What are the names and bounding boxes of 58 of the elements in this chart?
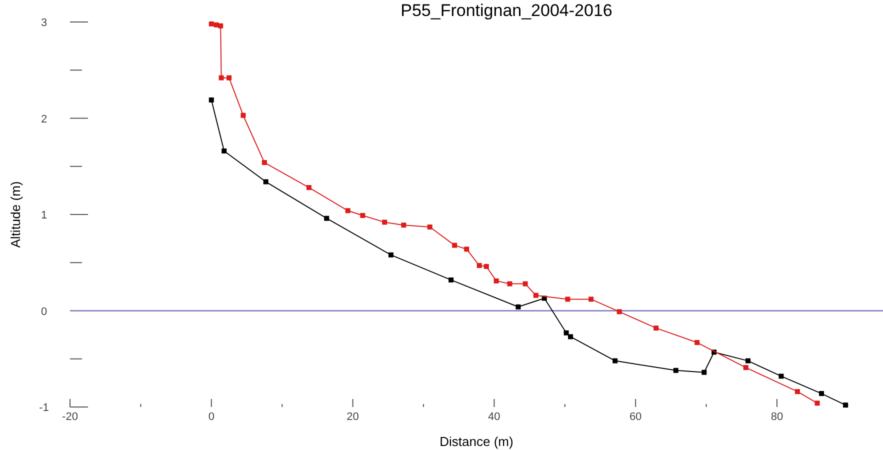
point <box>324 216 330 221</box>
point <box>484 264 489 269</box>
point <box>222 148 227 154</box>
point <box>743 365 748 370</box>
point <box>616 309 622 314</box>
point <box>843 402 848 408</box>
x-tick-label: 0 <box>208 411 214 423</box>
x-tick-label: 20 <box>346 411 359 423</box>
point <box>612 358 618 364</box>
point <box>208 21 214 26</box>
point <box>388 252 394 258</box>
point <box>654 326 659 331</box>
point <box>360 212 366 218</box>
point <box>522 281 528 286</box>
point <box>507 281 512 286</box>
point <box>794 389 800 394</box>
x-tick-label: 60 <box>629 411 642 423</box>
point <box>778 374 784 379</box>
point <box>240 112 246 118</box>
point <box>588 296 594 302</box>
y-tick-label: 2 <box>40 113 48 126</box>
point <box>448 277 454 282</box>
point <box>818 391 824 396</box>
y-tick-label: 1 <box>40 210 48 222</box>
point <box>568 334 574 340</box>
point <box>218 23 224 28</box>
y-tick-label: 3 <box>40 17 48 29</box>
point <box>694 340 700 346</box>
point <box>745 358 750 364</box>
point <box>464 246 470 252</box>
x-tick-label: -20 <box>62 411 78 423</box>
y-tick-label: -1 <box>39 402 49 414</box>
y-tick-label: 0 <box>40 306 48 318</box>
point <box>345 208 350 214</box>
point <box>673 368 678 373</box>
point <box>494 278 499 284</box>
point <box>476 263 482 268</box>
point <box>401 222 406 228</box>
x-tick-label: 40 <box>488 411 500 423</box>
point <box>564 330 569 336</box>
y-axis-title: Altitude (m) <box>8 181 23 248</box>
point <box>814 400 820 406</box>
point <box>208 97 214 102</box>
point <box>218 75 224 80</box>
point <box>533 292 538 298</box>
x-axis-title: Distance (m) <box>440 434 514 449</box>
point <box>427 224 432 230</box>
point <box>262 160 267 166</box>
chart-title: P55_Frontignan_2004-2016 <box>400 1 612 20</box>
point <box>452 242 458 248</box>
x-tick-label: 80 <box>770 411 784 423</box>
point <box>263 179 268 184</box>
point <box>226 75 232 80</box>
point <box>565 296 570 302</box>
point <box>702 370 707 375</box>
point <box>306 185 312 190</box>
point <box>382 220 388 225</box>
point <box>516 304 521 310</box>
